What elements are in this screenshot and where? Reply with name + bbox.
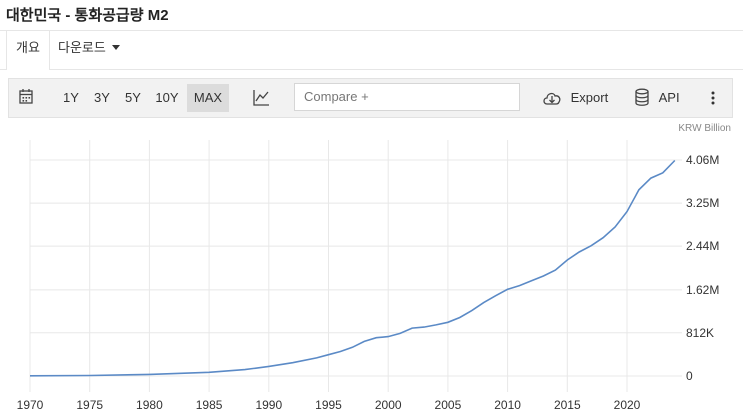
tab-overview[interactable]: 개요	[6, 31, 50, 70]
api-button[interactable]: API	[634, 79, 680, 117]
x-tick-label: 1970	[17, 398, 44, 412]
range-3y-button[interactable]: 3Y	[94, 90, 110, 105]
x-tick-label: 2015	[554, 398, 581, 412]
range-5y-button[interactable]: 5Y	[125, 90, 141, 105]
series-line	[29, 159, 676, 377]
chart-grid	[29, 140, 682, 392]
more-vertical-icon[interactable]	[709, 79, 717, 117]
x-tick-label: 1975	[76, 398, 103, 412]
y-tick-label: 1.62M	[686, 283, 719, 297]
x-tick-label: 2005	[435, 398, 462, 412]
y-tick-label: 3.25M	[686, 196, 719, 210]
cloud-download-icon	[543, 92, 561, 105]
api-label: API	[658, 90, 680, 105]
compare-input[interactable]: Compare +	[294, 83, 520, 111]
x-tick-label: 2010	[494, 398, 521, 412]
range-10y-button[interactable]: 10Y	[155, 90, 179, 105]
unit-label: KRW Billion	[678, 123, 731, 134]
tab-download[interactable]: 다운로드	[58, 31, 120, 69]
caret-down-icon	[111, 45, 120, 50]
line-chart-icon[interactable]	[252, 79, 270, 117]
range-max-button[interactable]: MAX	[187, 84, 229, 112]
y-axis-ticks: 0 812K 1.62M 2.44M 3.25M 4.06M	[686, 153, 719, 383]
chart-toolbar: 1Y 3Y 5Y 10Y MAX Compare + Export API	[8, 78, 733, 118]
y-tick-label: 812K	[686, 326, 714, 340]
page-title: 대한민국 - 통화공급량 M2	[6, 7, 169, 24]
tab-download-label: 다운로드	[58, 40, 106, 55]
x-tick-label: 1985	[196, 398, 223, 412]
export-button[interactable]: Export	[541, 79, 608, 117]
export-label: Export	[570, 90, 609, 105]
x-tick-label: 2000	[375, 398, 402, 412]
y-tick-label: 0	[686, 369, 693, 383]
x-tick-label: 1990	[255, 398, 282, 412]
calendar-icon[interactable]	[18, 79, 34, 117]
x-tick-label: 2020	[614, 398, 641, 412]
x-tick-label: 1995	[315, 398, 342, 412]
y-tick-label: 2.44M	[686, 239, 719, 253]
range-1y-button[interactable]: 1Y	[63, 90, 79, 105]
y-tick-label: 4.06M	[686, 153, 719, 167]
tab-bar: 개요 다운로드	[0, 30, 743, 70]
x-axis-ticks: 1970 1975 1980 1985 1990 1995 2000 2005 2010 2015…	[17, 398, 641, 412]
x-tick-label: 1980	[136, 398, 163, 412]
database-icon	[635, 88, 649, 106]
